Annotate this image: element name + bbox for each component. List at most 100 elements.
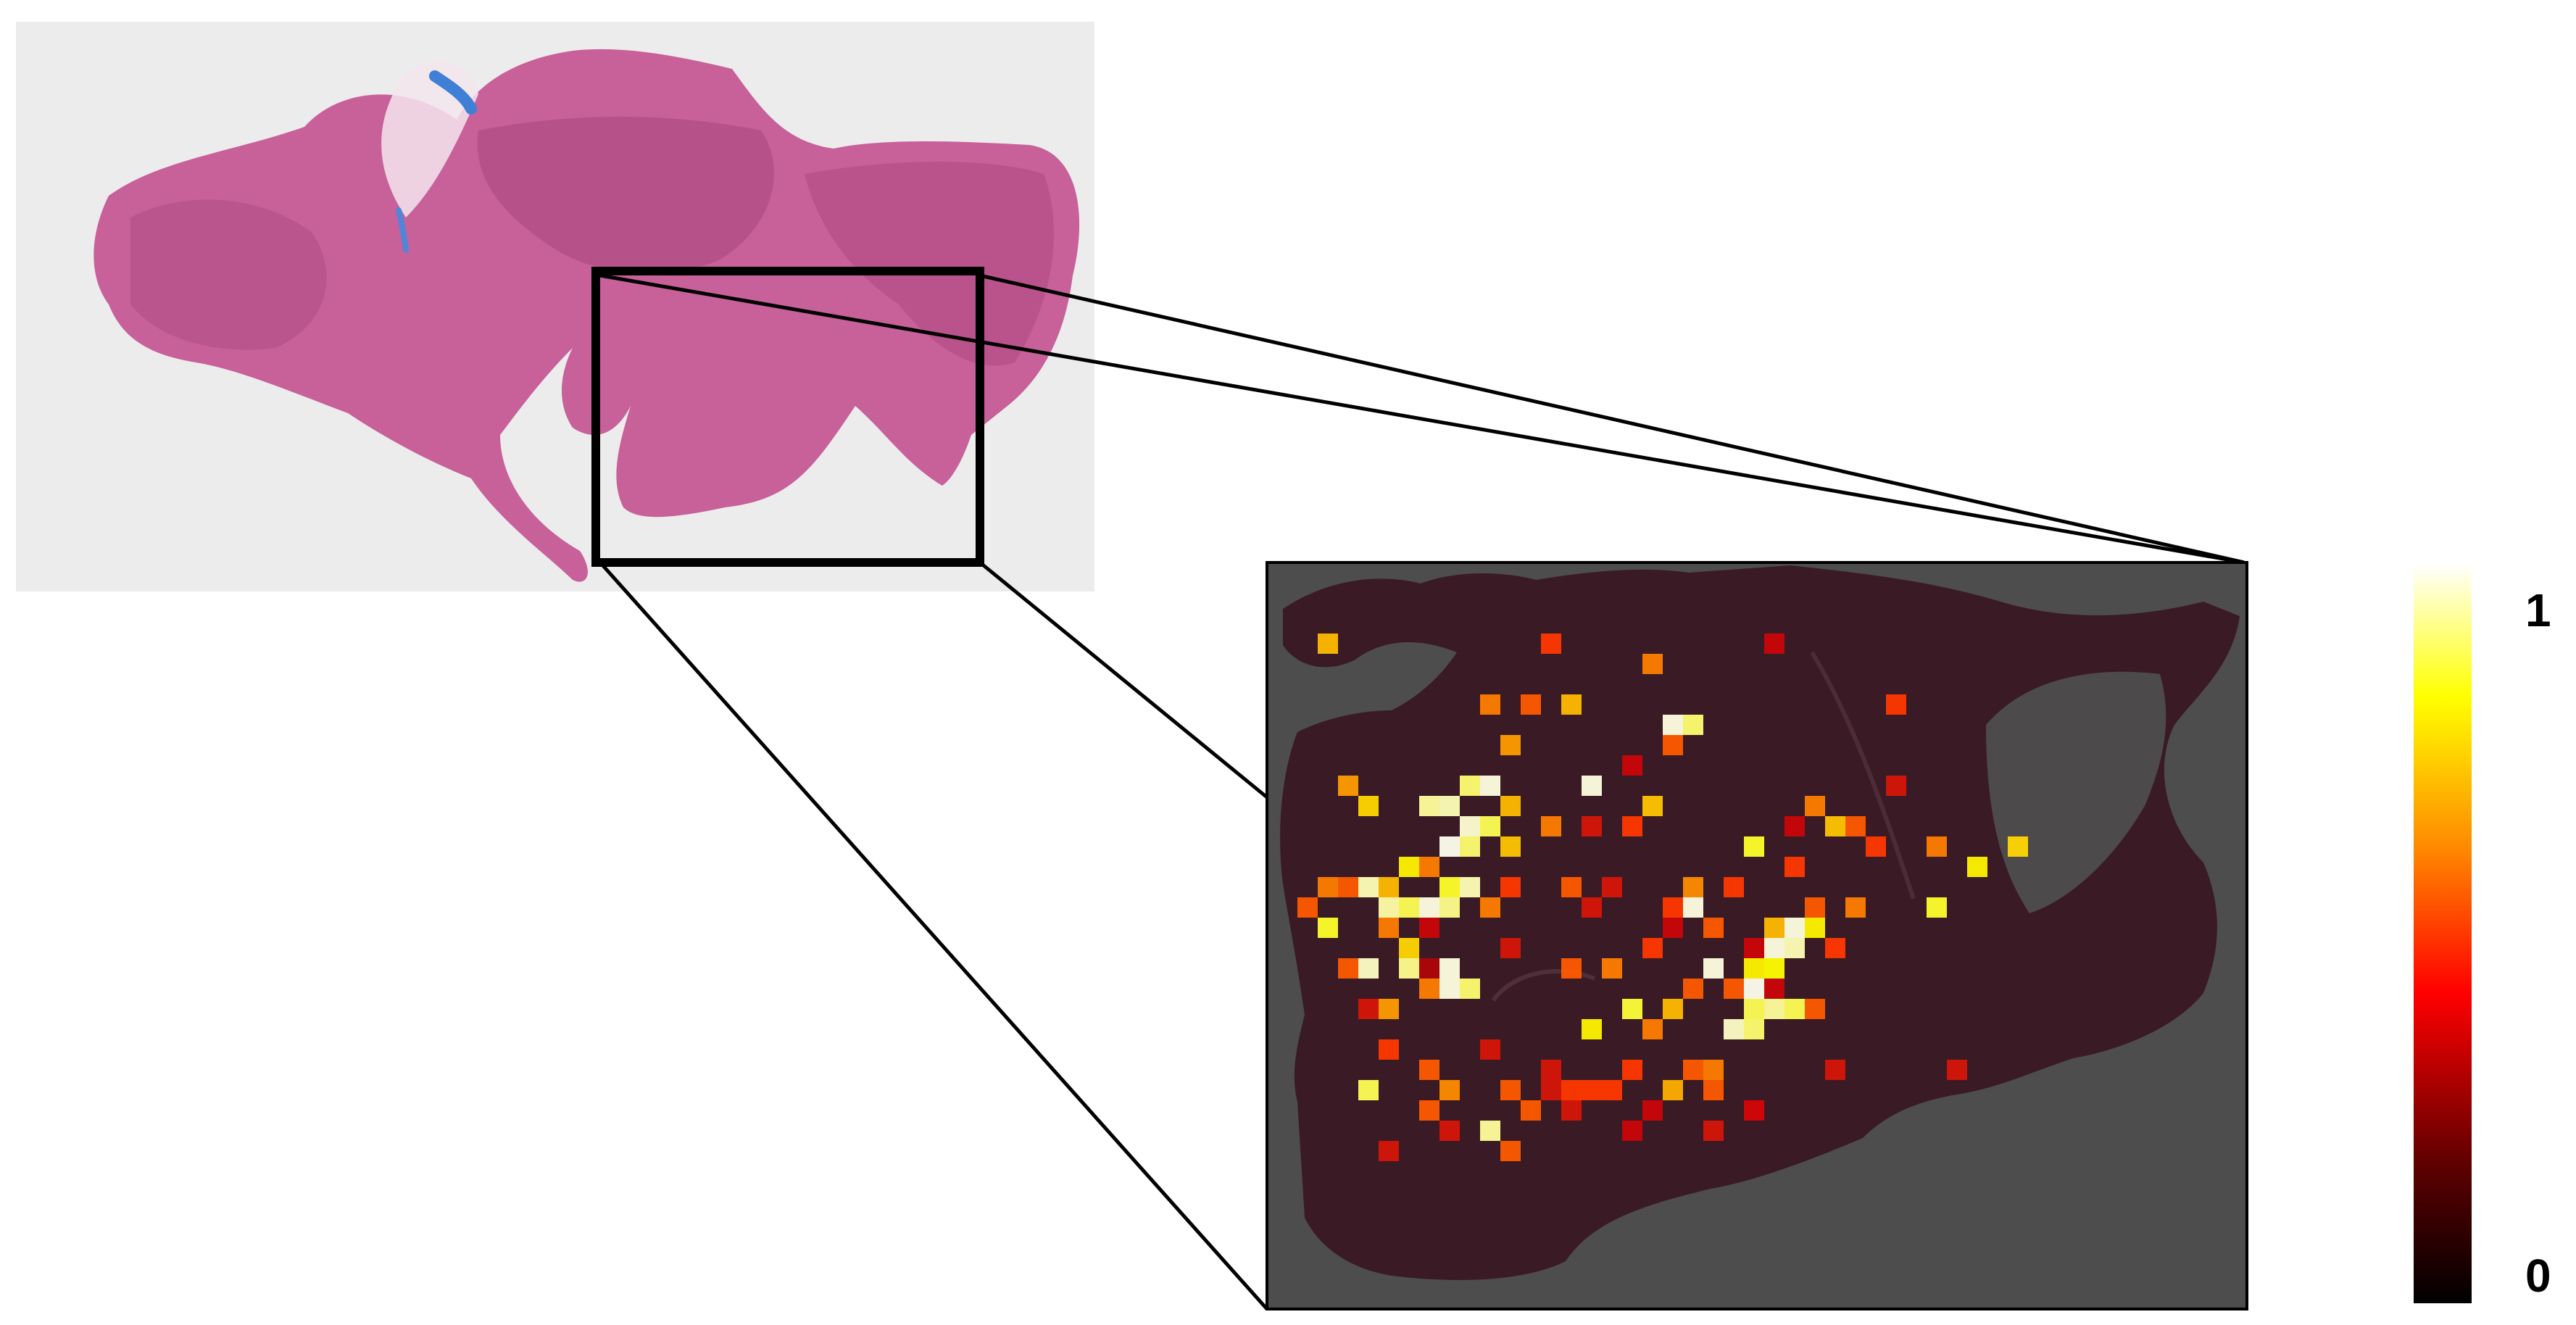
heatmap-cell (1622, 1060, 1642, 1080)
heatmap-cell (1460, 979, 1480, 999)
heatmap-cell (1764, 999, 1784, 1019)
heatmap-cell (1379, 1039, 1399, 1060)
heatmap-cell (1419, 918, 1439, 938)
heatmap-cell (1683, 897, 1703, 918)
heatmap-cell (1642, 654, 1663, 674)
heatmap-cell (1541, 634, 1561, 654)
heatmap-cell (1439, 979, 1460, 999)
heatmap-cell (1582, 897, 1602, 918)
heatmap-cell (1784, 999, 1805, 1019)
heatmap-cell (1500, 1080, 1521, 1100)
heatmap-cell (1480, 897, 1500, 918)
heatmap-cell (1927, 897, 1947, 918)
colorbar-min-label: 0 (2525, 1250, 2551, 1302)
heatmap-cell (1419, 796, 1439, 816)
heatmap-cell (1439, 1080, 1460, 1100)
heatmap-cell (1561, 694, 1582, 715)
heatmap-cell (1622, 755, 1642, 776)
heatmap-cell (1419, 958, 1439, 979)
heatmap-cell (1460, 877, 1480, 897)
heatmap-cell (1561, 877, 1582, 897)
heatmap-cell (1379, 897, 1399, 918)
heatmap-cell (1358, 877, 1379, 897)
heatmap-cell (1500, 836, 1521, 857)
heatmap-cell (1541, 1080, 1561, 1100)
heatmap-cell (1439, 877, 1460, 897)
heatmap-cell (1642, 796, 1663, 816)
heatmap-cell (1744, 999, 1764, 1019)
heatmap-cell (1622, 999, 1642, 1019)
heatmap-cell (1784, 938, 1805, 958)
heatmap-cell (1379, 1141, 1399, 1161)
heatmap-cell (1419, 897, 1439, 918)
heatmap-cell (1399, 938, 1419, 958)
heatmap-cell (1521, 1100, 1541, 1121)
heatmap-cell (1439, 1121, 1460, 1141)
heatmap-cell (1642, 1019, 1663, 1039)
heatmap-cell (1642, 938, 1663, 958)
heatmap-cell (1561, 1080, 1582, 1100)
heatmap-cell (1642, 1100, 1663, 1121)
heatmap-cell (1845, 897, 1866, 918)
heatmap-cell (1460, 836, 1480, 857)
heatmap-cell (1500, 735, 1521, 755)
colorbar-max-label: 1 (2525, 584, 2551, 636)
heatmap-cell (1805, 796, 1825, 816)
heatmap-cell (1703, 1080, 1724, 1100)
heatmap-cell (1358, 999, 1379, 1019)
heatmap-cell (1622, 816, 1642, 836)
heatmap-cell (1663, 999, 1683, 1019)
tissue-section (94, 49, 1080, 582)
heatmap-cells (1297, 634, 2028, 1161)
heatmap-cell (1784, 857, 1805, 877)
heatmap-cell (1744, 836, 1764, 857)
heatmap-cell (1358, 1080, 1379, 1100)
heatmap-cell (1318, 634, 1338, 654)
heatmap-cell (1318, 918, 1338, 938)
heatmap-cell (1825, 816, 1845, 836)
heatmap-cell (1663, 918, 1683, 938)
heatmap-cell (1582, 816, 1602, 836)
heatmap-cell (1663, 715, 1683, 735)
heatmap-cell (1947, 1060, 1967, 1080)
heatmap-cell (1318, 877, 1338, 897)
heatmap-cell (1683, 1060, 1703, 1080)
heatmap-cell (1419, 857, 1439, 877)
colorbar-bar (2414, 564, 2472, 1303)
heatmap-cell (1358, 796, 1379, 816)
heatmap-cell (1379, 918, 1399, 938)
heatmap-cell (1460, 776, 1480, 796)
heatmap-cell (1825, 1060, 1845, 1080)
heatmap-cell (1663, 897, 1683, 918)
heatmap-cell (1521, 694, 1541, 715)
heatmap-cell (1744, 979, 1764, 999)
heatmap-cell (1480, 694, 1500, 715)
heatmap-cell (2008, 836, 2028, 857)
heatmap-cell (1338, 958, 1358, 979)
heatmap-cell (1439, 836, 1460, 857)
heatmap-cell (1500, 938, 1521, 958)
heatmap-cell (1805, 897, 1825, 918)
heatmap-cell (1480, 1039, 1500, 1060)
heatmap-cell (1419, 979, 1439, 999)
heatmap-cell (1886, 694, 1906, 715)
heatmap-cell (1703, 1060, 1724, 1080)
heatmap-cell (1663, 1080, 1683, 1100)
heatmap-cell (1541, 816, 1561, 836)
heatmap-cell (1439, 958, 1460, 979)
heatmap-cell (1379, 877, 1399, 897)
heatmap-cell (1703, 918, 1724, 938)
colorbar (2414, 564, 2472, 1303)
heatmap-cell (1338, 776, 1358, 796)
heatmap-cell (1480, 816, 1500, 836)
heatmap-cell (1744, 958, 1764, 979)
heatmap-cell (1582, 776, 1602, 796)
heatmap-cell (1358, 958, 1379, 979)
heatmap-cell (1927, 836, 1947, 857)
heatmap-cell (1744, 938, 1764, 958)
zoom-connector-lines (599, 273, 2245, 1311)
heatmap-cell (1399, 897, 1419, 918)
heatmap-cell (1338, 877, 1358, 897)
heatmap-cell (1764, 918, 1784, 938)
